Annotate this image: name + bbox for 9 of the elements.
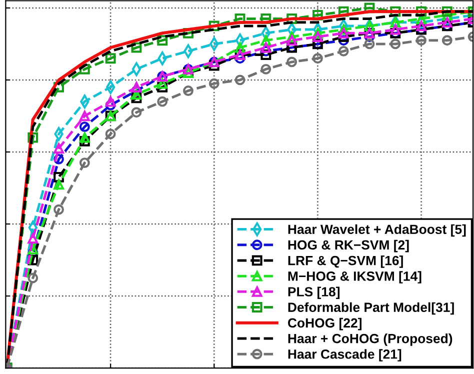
legend-label: CoHOG [22] <box>288 318 362 330</box>
legend-label: Haar + CoHOG (Proposed) <box>288 334 452 346</box>
legend-label: HOG & RK−SVM [2] <box>288 240 409 252</box>
legend-label: LRF & Q−SVM [16] <box>288 256 403 268</box>
legend-label: PLS [18] <box>288 286 340 300</box>
legend-label: M−HOG & IKSVM [14] <box>288 271 422 284</box>
legend-label: Haar Wavelet + AdaBoost [5] <box>288 224 466 237</box>
legend-label: Deformable Part Model[31] <box>288 302 454 315</box>
legend-label: Haar Cascade [21] <box>288 349 402 362</box>
